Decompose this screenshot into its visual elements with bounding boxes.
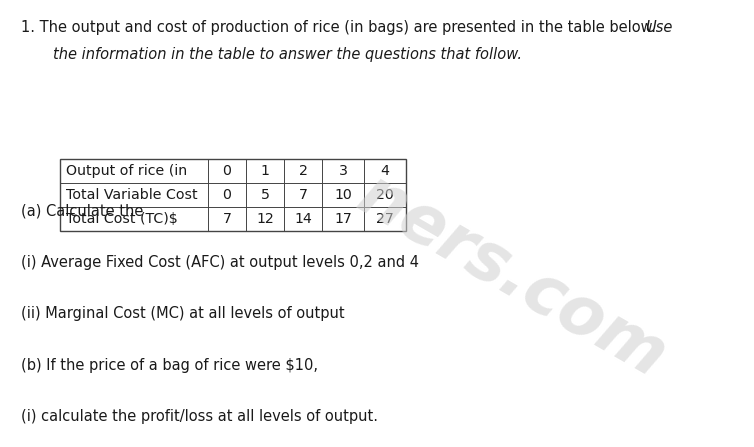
Text: 20: 20 (376, 188, 394, 202)
Text: (ii) Marginal Cost (MC) at all levels of output: (ii) Marginal Cost (MC) at all levels of… (21, 306, 345, 321)
Text: 3: 3 (339, 164, 348, 178)
Text: 7: 7 (299, 188, 308, 202)
Text: Total Cost (TC)$: Total Cost (TC)$ (66, 212, 178, 226)
Text: 14: 14 (294, 212, 312, 226)
Text: 1. The output and cost of production of rice (in bags) are presented in the tabl: 1. The output and cost of production of … (21, 20, 661, 35)
Text: 5: 5 (260, 188, 269, 202)
Text: (b) If the price of a bag of rice were $10,: (b) If the price of a bag of rice were $… (21, 358, 318, 373)
Text: 4: 4 (381, 164, 390, 178)
Text: 27: 27 (376, 212, 394, 226)
Text: Output of rice (in: Output of rice (in (66, 164, 187, 178)
Text: the information in the table to answer the questions that follow.: the information in the table to answer t… (53, 47, 522, 62)
Text: 0: 0 (222, 188, 231, 202)
Text: 0: 0 (222, 164, 231, 178)
Text: (i) Average Fixed Cost (AFC) at output levels 0,2 and 4: (i) Average Fixed Cost (AFC) at output l… (21, 255, 419, 270)
Text: Use: Use (645, 20, 672, 35)
Text: 17: 17 (334, 212, 352, 226)
Text: 10: 10 (334, 188, 352, 202)
Text: Total Variable Cost: Total Variable Cost (66, 188, 198, 202)
Text: (i) calculate the profit/loss at all levels of output.: (i) calculate the profit/loss at all lev… (21, 409, 378, 424)
Text: 7: 7 (222, 212, 231, 226)
Bar (60, 159, 406, 231)
Text: (a) Calculate the: (a) Calculate the (21, 203, 143, 219)
Text: 2: 2 (299, 164, 308, 178)
Text: 12: 12 (256, 212, 274, 226)
Text: ners.com: ners.com (347, 162, 679, 392)
Text: 1: 1 (261, 164, 269, 178)
